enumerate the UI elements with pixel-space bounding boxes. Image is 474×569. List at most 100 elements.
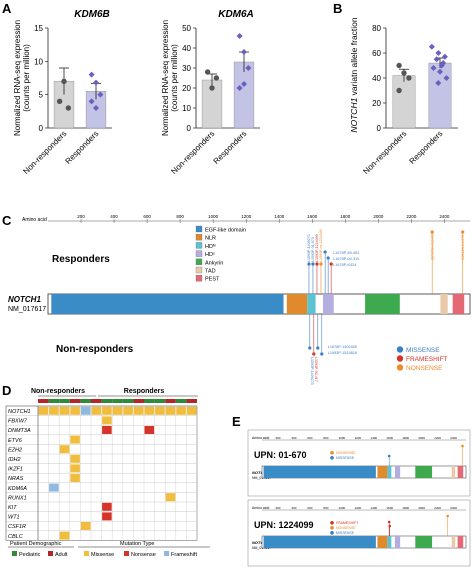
axis-tick-label: 800: [323, 436, 328, 440]
demographic-cell: [122, 399, 134, 403]
lollipop-head: [446, 514, 450, 518]
legend-dot: [330, 456, 334, 460]
legend-swatch: [195, 258, 203, 265]
oncoprint-legend: Patient Demographic Pediatric Adult Muta…: [8, 541, 210, 558]
demographic-cell: [91, 399, 102, 403]
gene-label: EZH2: [8, 447, 22, 453]
axis-tick-label: 400: [291, 436, 296, 440]
mutation-cell: [59, 445, 70, 454]
legend-swatch: [195, 275, 203, 282]
y-tick-label: 20: [182, 84, 191, 93]
legend-dot: [396, 355, 404, 362]
chart-title: KDM6A: [218, 9, 254, 20]
refseq-label: NM_017617: [8, 306, 46, 313]
data-point: [443, 75, 450, 81]
legend-swatch-nonsense: [124, 551, 129, 556]
mutation-cell: [70, 464, 80, 473]
chart-notch1-vaf: NOTCH1 variatn allele fraction 0 20 40 60 80…: [349, 17, 458, 176]
demographic-cell: [59, 399, 70, 403]
mutation-cell: [144, 426, 155, 434]
y-axis-label-line1: Normalized RNA-seq expression: [161, 20, 170, 136]
protein-domain: [263, 536, 376, 548]
axis-label: Amino acid: [22, 217, 47, 223]
lollipop-head: [326, 256, 330, 260]
legend-swatch-frameshift: [164, 551, 169, 556]
mutation-cell: [91, 406, 102, 415]
legend-label: Ankyrin: [205, 260, 223, 266]
y-tick-label: 10: [34, 57, 43, 66]
data-point: [438, 62, 445, 69]
demographic-cell: [144, 399, 155, 403]
lollipop-head: [307, 262, 311, 266]
data-point: [88, 71, 95, 78]
axis-tick-label: 2200: [434, 506, 441, 510]
data-point: [435, 80, 442, 86]
x-tick-label: Responders: [408, 129, 445, 166]
mutation-label: Q2326X-1224099: [431, 232, 435, 260]
axis-tick-label: 600: [307, 436, 312, 440]
axis-tick-label: 600: [143, 214, 151, 219]
gene-label: NOTCH1: [8, 409, 31, 415]
responder-mutations: L1593P-1409273 L1593P-01-670 L1593P-122409…: [307, 229, 465, 294]
axis-tick-label: 1400: [370, 506, 377, 510]
mutation-cell: [165, 493, 176, 502]
chart-kdm6a: KDM6A Normalized RNA-seq expression (cou…: [161, 9, 260, 176]
gene-label: CBLC: [8, 534, 23, 540]
mutation-label: L1678P-1402405: [328, 345, 357, 349]
demographic-cell: [112, 399, 123, 403]
case-panels: Amino acid Amino acid UPN: 01-670 UPN: 1…: [247, 429, 471, 567]
protein-domain: [387, 466, 392, 478]
mutation-cell: [165, 406, 176, 415]
data-point: [437, 68, 443, 75]
mutation-cell: [70, 454, 80, 463]
mutation-label: L1593P-1515818: [328, 351, 357, 355]
y-axis-label: NOTCH1 variatn allele fraction: [349, 17, 359, 133]
x-tick-label: Responders: [64, 129, 101, 166]
data-point: [209, 85, 215, 91]
axis-tick-label: 2400: [439, 214, 450, 219]
nonresponders-label: Non-responders: [56, 344, 134, 355]
legend-dot: [396, 346, 404, 353]
protein-domain: [323, 294, 334, 314]
protein-domain: [377, 466, 388, 478]
lollipop-head: [388, 524, 392, 528]
group-nonresponders: Non-responders: [31, 388, 85, 395]
mutation-cell: [102, 416, 112, 425]
y-tick-label: 15: [34, 24, 43, 33]
legend-dot: [330, 451, 334, 455]
y-tick-label: 40: [372, 74, 381, 83]
legend-swatch: [195, 266, 203, 274]
protein-domain: [452, 294, 465, 314]
x-tick-label: Non-responders: [21, 129, 68, 176]
axis-tick-label: 2000: [418, 506, 425, 510]
x-tick-label: Non-responders: [169, 129, 216, 176]
data-point: [428, 43, 435, 50]
legend-missense: Missense: [91, 552, 114, 558]
gene-label: KIT: [8, 505, 17, 511]
mutation-cell: [70, 474, 80, 482]
demographic-cell: [80, 399, 91, 403]
axis-tick-label: 1000: [208, 214, 219, 219]
data-point: [396, 87, 402, 94]
lollipop-head: [311, 262, 315, 266]
legend-swatch: [195, 225, 203, 233]
gene-label: CSF1R: [8, 524, 26, 530]
legend-frameshift: Frameshift: [171, 552, 197, 558]
data-point: [435, 50, 442, 56]
axis-tick-label: 400: [110, 214, 118, 219]
legend-label: NLR: [205, 236, 216, 242]
legend-label: HDᶜ: [205, 252, 215, 258]
protein-domain: [457, 466, 464, 478]
protein-domain: [387, 536, 392, 548]
mutation-label: L1678P-K424: [333, 263, 356, 267]
y-tick-label: 30: [182, 64, 191, 73]
data-point: [245, 65, 252, 71]
gene-label: ETV6: [8, 438, 23, 444]
protein-domain: [440, 294, 448, 314]
mutation-label: L1678P-89-452: [333, 251, 359, 255]
data-point: [241, 81, 247, 87]
legend-nonsense: Nonsense: [131, 552, 156, 558]
lollipop-head: [319, 262, 323, 266]
data-point: [93, 105, 99, 111]
